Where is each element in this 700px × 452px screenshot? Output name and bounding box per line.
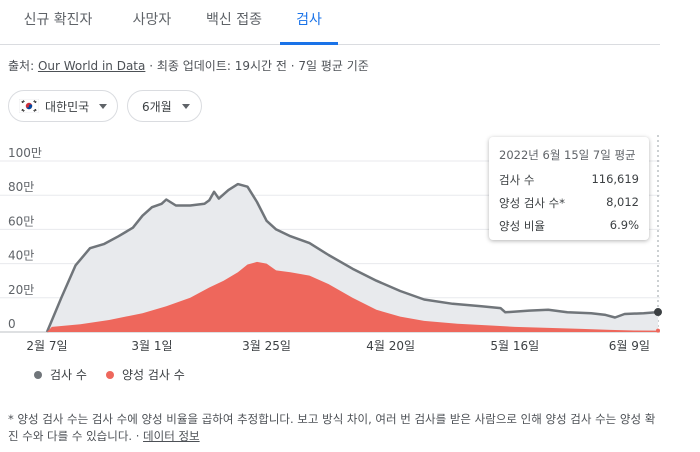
legend-label: 검사 수 (50, 368, 87, 382)
x-tick-label: 5월 16일 (490, 339, 539, 353)
chevron-down-icon (99, 103, 108, 109)
y-tick-label: 20만 (8, 283, 34, 297)
source-link[interactable]: Our World in Data (37, 59, 146, 73)
tooltip-value: 116,619 (591, 172, 639, 186)
country-label: 대한민국 (45, 99, 90, 114)
tooltip-value: 6.9% (609, 218, 639, 232)
tab-vaccinations[interactable]: 백신 접종 (206, 12, 262, 28)
y-tick-label: 40만 (8, 249, 34, 263)
y-axis-labels: 100만 80만 60만 40만 20만 0 (8, 146, 42, 331)
source-line: 출처: Our World in Data · 최종 업데이트: 19시간 전 … (8, 57, 369, 74)
tests-chart[interactable]: 100만 80만 60만 40만 20만 0 2월 7일 3월 1일 3월 25일 4월 20일… (0, 135, 670, 360)
source-suffix: · 최종 업데이트: 19시간 전 · 7일 평균 기준 (145, 59, 369, 73)
south-korea-flag-icon (19, 99, 39, 113)
tooltip-row-tests: 검사 수 116,619 (499, 172, 639, 188)
tests-last-point (654, 308, 662, 317)
tab-bar: 신규 확진자 사망자 백신 접종 검사 (0, 0, 660, 45)
chart-areas (45, 182, 662, 333)
tooltip-row-positive: 양성 검사 수* 8,012 (499, 195, 639, 211)
y-tick-label: 80만 (8, 180, 34, 194)
tooltip-label: 양성 비율 (499, 219, 545, 233)
chevron-down-icon (181, 103, 190, 109)
legend-dot-icon (34, 370, 42, 379)
tooltip-title: 2022년 6월 15일 7일 평균 (499, 148, 636, 162)
x-tick-label: 4월 20일 (366, 339, 415, 353)
y-tick-label: 60만 (8, 214, 34, 228)
y-tick-label: 0 (8, 317, 16, 331)
tooltip-label: 양성 검사 수* (499, 196, 565, 210)
tooltip-row-rate: 양성 비율 6.9% (499, 218, 639, 234)
x-tick-label: 3월 25일 (242, 339, 291, 353)
data-info-link[interactable]: 데이터 정보 (143, 429, 200, 443)
legend-dot-icon (106, 370, 114, 379)
tests-line (45, 182, 659, 333)
range-selector[interactable]: 6개월 (127, 90, 202, 122)
legend-item-tests[interactable]: 검사 수 (34, 366, 87, 383)
positive-last-point (656, 328, 660, 333)
tab-tests[interactable]: 검사 (280, 0, 338, 45)
footnote: * 양성 검사 수는 검사 수에 양성 비율을 곱하여 추정합니다. 보고 방식… (8, 411, 660, 445)
legend-item-positive[interactable]: 양성 검사 수 (106, 366, 185, 383)
footnote-text: * 양성 검사 수는 검사 수에 양성 비율을 곱하여 추정합니다. 보고 방식… (8, 412, 656, 443)
range-label: 6개월 (142, 99, 172, 114)
positive-area (47, 261, 658, 332)
x-axis-labels: 2월 7일 3월 1일 3월 25일 4월 20일 5월 16일 6월 9일 (26, 339, 650, 353)
x-tick-label: 2월 7일 (26, 339, 67, 353)
chart-tooltip: 2022년 6월 15일 7일 평균 검사 수 116,619 양성 검사 수*… (489, 137, 649, 240)
x-tick-label: 6월 9일 (609, 339, 650, 353)
y-tick-label: 100만 (8, 146, 42, 160)
source-prefix: 출처: (8, 59, 38, 73)
tooltip-label: 검사 수 (499, 173, 535, 187)
tooltip-value: 8,012 (606, 195, 639, 209)
legend-label: 양성 검사 수 (122, 368, 185, 382)
tab-new-cases[interactable]: 신규 확진자 (23, 12, 93, 28)
x-tick-label: 3월 1일 (131, 339, 172, 353)
country-selector[interactable]: 대한민국 (8, 90, 118, 122)
tab-deaths[interactable]: 사망자 (132, 12, 172, 28)
